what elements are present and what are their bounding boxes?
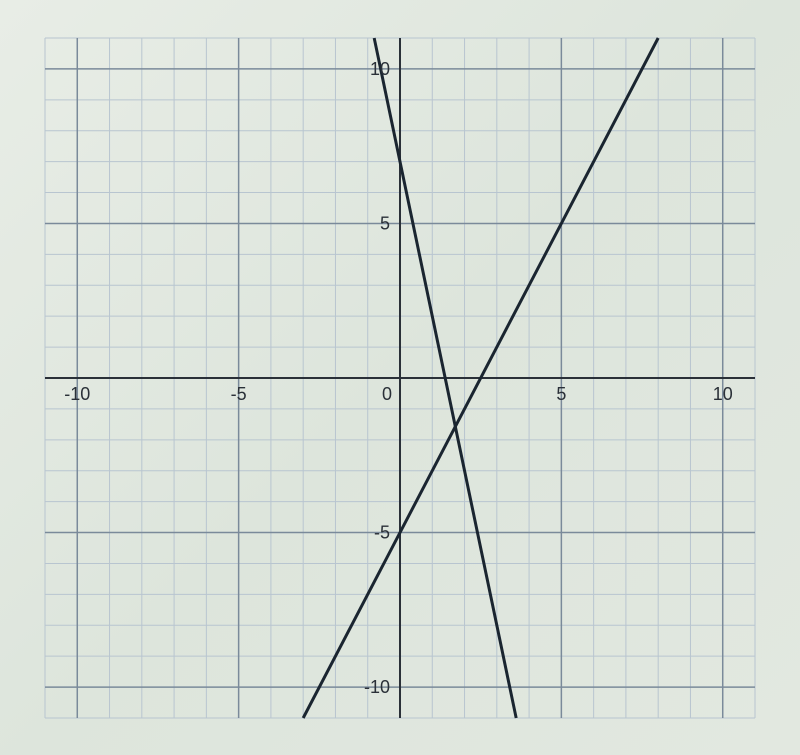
y-tick-label: 5	[380, 213, 390, 233]
y-tick-label: -5	[374, 522, 390, 542]
x-tick-label: 5	[556, 384, 566, 404]
x-tick-label: 10	[713, 384, 733, 404]
y-tick-label: -10	[364, 677, 390, 697]
y-tick-label: 10	[370, 58, 390, 78]
coordinate-graph: -10 -5 0 5 10 -10 -5 5 10	[20, 18, 780, 738]
x-tick-label: -5	[231, 384, 247, 404]
x-tick-label: -10	[64, 384, 90, 404]
x-tick-label: 0	[382, 384, 392, 404]
graph-svg: -10 -5 0 5 10 -10 -5 5 10	[20, 18, 780, 738]
